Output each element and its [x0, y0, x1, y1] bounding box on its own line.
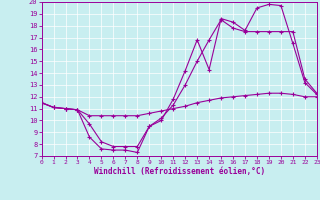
X-axis label: Windchill (Refroidissement éolien,°C): Windchill (Refroidissement éolien,°C)	[94, 167, 265, 176]
